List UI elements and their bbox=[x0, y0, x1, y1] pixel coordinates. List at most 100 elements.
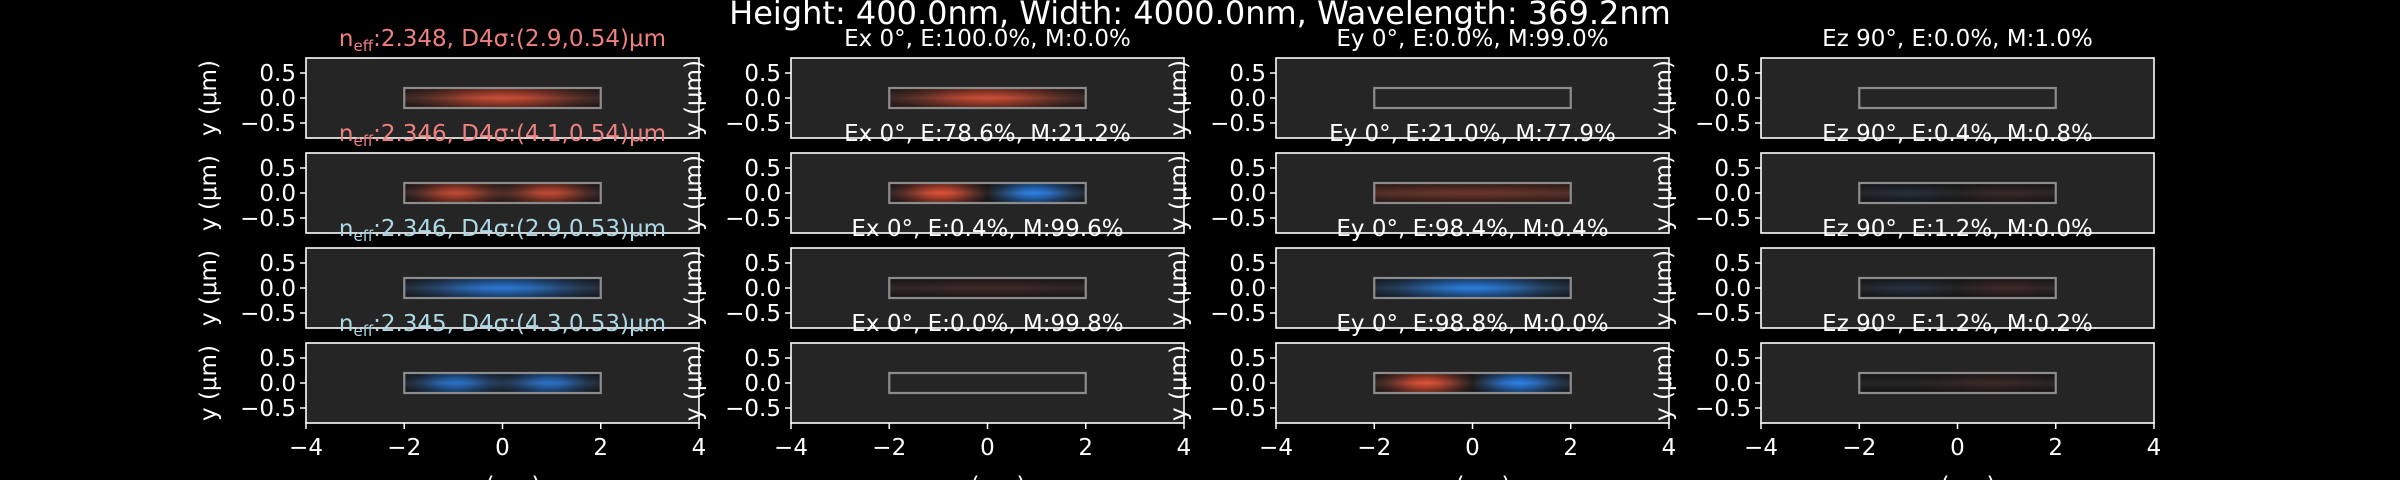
y-tick-label: −0.5 bbox=[1695, 111, 1751, 137]
y-tick-label: 0.5 bbox=[259, 251, 296, 277]
waveguide-core-outline bbox=[1858, 181, 2057, 205]
field-heatmap-fade bbox=[404, 183, 601, 203]
panel-r0-c0: 0.50.0−0.5 y (μm) bbox=[196, 57, 700, 139]
y-tick-label: 0.0 bbox=[744, 86, 781, 112]
y-tick-label: 0.5 bbox=[744, 251, 781, 277]
y-tick-label: 0.0 bbox=[1229, 371, 1266, 397]
y-tick-label: 0.5 bbox=[1229, 61, 1266, 87]
axes-background bbox=[791, 343, 1184, 423]
x-tick-label: −4 bbox=[1259, 435, 1293, 461]
y-axis-label: y (μm) bbox=[196, 345, 222, 421]
y-tick-label: 0.5 bbox=[1714, 61, 1751, 87]
y-axis-label: y (μm) bbox=[1651, 155, 1677, 231]
y-tick-label: 0.0 bbox=[744, 181, 781, 207]
figure-suptitle: Height: 400.0nm, Width: 4000.0nm, Wavele… bbox=[729, 0, 1671, 32]
field-heatmap-fade bbox=[1859, 183, 2056, 203]
y-tick-label: 0.5 bbox=[1229, 346, 1266, 372]
x-axis-label: x (μm) bbox=[1920, 473, 1996, 480]
x-tick-label: 4 bbox=[1177, 435, 1192, 461]
x-tick-label: 0 bbox=[495, 435, 510, 461]
y-tick-label: −0.5 bbox=[1210, 206, 1266, 232]
y-axis-label: y (μm) bbox=[1166, 345, 1192, 421]
y-tick-label: −0.5 bbox=[1695, 396, 1751, 422]
panel-title: Ez 90°, E:1.2%, M:0.2% bbox=[1822, 311, 2093, 337]
x-tick-label: 4 bbox=[2147, 435, 2162, 461]
waveguide-core-outline bbox=[888, 371, 1087, 395]
waveguide-core-outline bbox=[1858, 276, 2057, 300]
panel-title: Ez 90°, E:0.4%, M:0.8% bbox=[1822, 121, 2093, 147]
y-axis-label: y (μm) bbox=[681, 155, 707, 231]
x-tick-label: −2 bbox=[1357, 435, 1391, 461]
panel-r3-c2: 0.50.0−0.5 y (μm) −4 −2 0 2 4 x (μm) bbox=[1166, 342, 1677, 480]
y-tick-label: −0.5 bbox=[1210, 301, 1266, 327]
waveguide-core-outline bbox=[1858, 371, 2057, 395]
field-heatmap-fade bbox=[404, 278, 601, 298]
field-heatmap-fade bbox=[1374, 373, 1571, 393]
x-tick-label: 0 bbox=[980, 435, 995, 461]
y-axis-label: y (μm) bbox=[1166, 60, 1192, 136]
y-tick-label: 0.5 bbox=[259, 346, 296, 372]
x-tick-label: −2 bbox=[872, 435, 906, 461]
field-heatmap-fade bbox=[1374, 278, 1571, 298]
panel-title: Ey 0°, E:98.4%, M:0.4% bbox=[1336, 216, 1608, 242]
panel-title: Ez 90°, E:1.2%, M:0.0% bbox=[1822, 216, 2093, 242]
x-tick-label: −2 bbox=[1842, 435, 1876, 461]
y-axis-label: y (μm) bbox=[196, 155, 222, 231]
waveguide-core-outline bbox=[1373, 181, 1572, 205]
y-tick-label: 0.0 bbox=[1229, 181, 1266, 207]
y-tick-label: 0.5 bbox=[1714, 346, 1751, 372]
panel-title: Ex 0°, E:0.4%, M:99.6% bbox=[851, 216, 1123, 242]
field-heatmap-fade bbox=[404, 373, 601, 393]
field-heatmap-fade bbox=[889, 183, 1086, 203]
y-tick-label: 0.0 bbox=[1229, 276, 1266, 302]
y-tick-label: −0.5 bbox=[240, 396, 296, 422]
field-heatmap-fade bbox=[889, 88, 1086, 108]
field-heatmap-fade bbox=[1374, 183, 1571, 203]
y-tick-label: 0.0 bbox=[1714, 371, 1751, 397]
panel-title: Ex 0°, E:100.0%, M:0.0% bbox=[844, 26, 1131, 52]
y-tick-label: 0.5 bbox=[744, 346, 781, 372]
waveguide-core-outline bbox=[403, 276, 602, 300]
y-tick-label: −0.5 bbox=[1210, 396, 1266, 422]
y-tick-label: 0.5 bbox=[259, 61, 296, 87]
y-tick-label: −0.5 bbox=[240, 206, 296, 232]
panel-r3-c3: 0.50.0−0.5 y (μm) −4 −2 0 2 4 x (μm) bbox=[1651, 342, 2162, 480]
mode-label: neff:2.345, D4σ:(4.3,0.53)μm bbox=[339, 311, 666, 340]
y-tick-label: 0.5 bbox=[1229, 251, 1266, 277]
axes-background bbox=[1761, 58, 2154, 138]
waveguide-core-outline bbox=[1858, 86, 2057, 110]
panel-r1-c0: 0.50.0−0.5 y (μm) bbox=[196, 152, 700, 234]
x-tick-label: 4 bbox=[1662, 435, 1677, 461]
waveguide-core-outline bbox=[403, 371, 602, 395]
x-axis-label: x (μm) bbox=[465, 473, 541, 480]
x-axis-label: x (μm) bbox=[1435, 473, 1511, 480]
panel-title: Ey 0°, E:21.0%, M:77.9% bbox=[1329, 121, 1616, 147]
mode-label: neff:2.346, D4σ:(4.1,0.54)μm bbox=[339, 121, 666, 150]
panel-r0-c2: 0.50.0−0.5 y (μm) bbox=[1166, 57, 1670, 139]
y-axis-label: y (μm) bbox=[1651, 250, 1677, 326]
y-tick-label: 0.0 bbox=[259, 371, 296, 397]
y-axis-label: y (μm) bbox=[1166, 155, 1192, 231]
panel-r1-c1: 0.50.0−0.5 y (μm) bbox=[681, 152, 1185, 234]
x-tick-label: 2 bbox=[593, 435, 608, 461]
x-tick-label: 4 bbox=[692, 435, 707, 461]
x-tick-label: 0 bbox=[1950, 435, 1965, 461]
y-tick-label: 0.0 bbox=[1714, 86, 1751, 112]
waveguide-core-outline bbox=[1373, 86, 1572, 110]
y-tick-label: −0.5 bbox=[1695, 206, 1751, 232]
field-heatmap-fade bbox=[889, 278, 1086, 298]
panel-r1-c3: 0.50.0−0.5 y (μm) bbox=[1651, 152, 2155, 234]
panel-title: Ex 0°, E:78.6%, M:21.2% bbox=[844, 121, 1131, 147]
y-axis-label: y (μm) bbox=[1166, 250, 1192, 326]
x-tick-label: 2 bbox=[1078, 435, 1093, 461]
y-tick-label: −0.5 bbox=[1210, 111, 1266, 137]
y-tick-label: 0.5 bbox=[744, 61, 781, 87]
panel-grid: 0.50.0−0.5y (μm)neff:2.348, D4σ:(2.9,0.5… bbox=[196, 26, 2161, 480]
x-axis-label: x (μm) bbox=[950, 473, 1026, 480]
y-tick-label: 0.5 bbox=[744, 156, 781, 182]
y-tick-label: 0.5 bbox=[1714, 156, 1751, 182]
y-tick-label: −0.5 bbox=[725, 206, 781, 232]
x-tick-label: −2 bbox=[387, 435, 421, 461]
mode-label: neff:2.346, D4σ:(2.9,0.53)μm bbox=[339, 216, 666, 245]
